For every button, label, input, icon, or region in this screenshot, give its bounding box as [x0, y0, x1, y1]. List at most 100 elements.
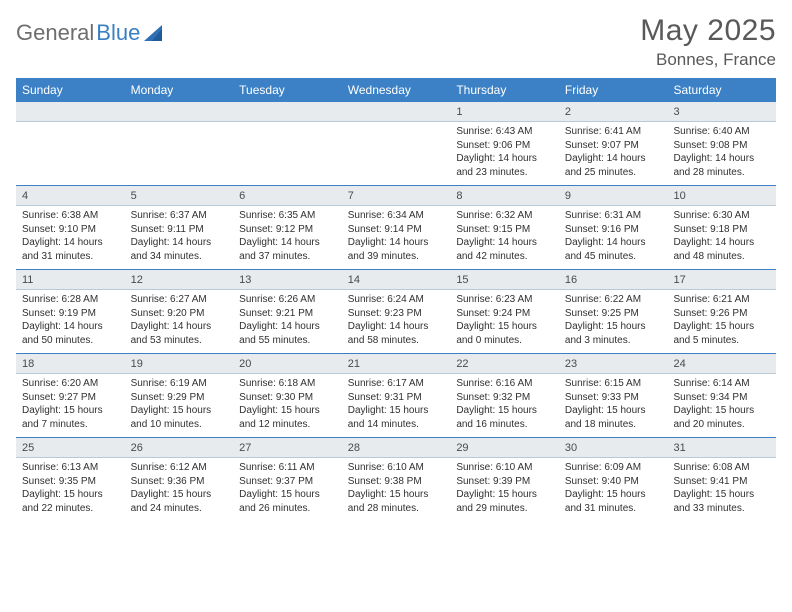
location-label: Bonnes, France	[640, 50, 776, 70]
day-cell: Sunrise: 6:41 AMSunset: 9:07 PMDaylight:…	[559, 122, 668, 185]
day-daylight2: and 28 minutes.	[348, 502, 445, 516]
day-daylight2: and 50 minutes.	[22, 334, 119, 348]
day-sunset: Sunset: 9:19 PM	[22, 307, 119, 321]
date-number: 1	[450, 102, 559, 121]
date-number: 15	[450, 270, 559, 289]
day-cell: Sunrise: 6:18 AMSunset: 9:30 PMDaylight:…	[233, 374, 342, 437]
date-number: 7	[342, 186, 451, 205]
day-daylight1: Daylight: 14 hours	[239, 236, 336, 250]
date-number: 24	[667, 354, 776, 373]
date-number: 12	[125, 270, 234, 289]
day-cell: Sunrise: 6:10 AMSunset: 9:39 PMDaylight:…	[450, 458, 559, 521]
day-cell: Sunrise: 6:14 AMSunset: 9:34 PMDaylight:…	[667, 374, 776, 437]
day-cell: Sunrise: 6:19 AMSunset: 9:29 PMDaylight:…	[125, 374, 234, 437]
day-daylight2: and 12 minutes.	[239, 418, 336, 432]
day-daylight1: Daylight: 15 hours	[456, 320, 553, 334]
dow-wednesday: Wednesday	[342, 78, 451, 102]
day-daylight1: Daylight: 15 hours	[348, 404, 445, 418]
day-daylight1: Daylight: 15 hours	[673, 320, 770, 334]
date-number	[16, 102, 125, 121]
date-number: 3	[667, 102, 776, 121]
date-number: 11	[16, 270, 125, 289]
day-cell: Sunrise: 6:30 AMSunset: 9:18 PMDaylight:…	[667, 206, 776, 269]
day-daylight2: and 45 minutes.	[565, 250, 662, 264]
date-number: 10	[667, 186, 776, 205]
day-sunrise: Sunrise: 6:10 AM	[348, 461, 445, 475]
day-cell: Sunrise: 6:32 AMSunset: 9:15 PMDaylight:…	[450, 206, 559, 269]
day-daylight1: Daylight: 14 hours	[239, 320, 336, 334]
day-daylight1: Daylight: 14 hours	[456, 152, 553, 166]
date-number: 4	[16, 186, 125, 205]
dow-monday: Monday	[125, 78, 234, 102]
day-sunset: Sunset: 9:07 PM	[565, 139, 662, 153]
day-daylight1: Daylight: 15 hours	[565, 404, 662, 418]
date-number: 23	[559, 354, 668, 373]
date-number: 29	[450, 438, 559, 457]
week-content-row: Sunrise: 6:38 AMSunset: 9:10 PMDaylight:…	[16, 206, 776, 270]
date-number	[342, 102, 451, 121]
day-sunrise: Sunrise: 6:27 AM	[131, 293, 228, 307]
day-sunset: Sunset: 9:34 PM	[673, 391, 770, 405]
brand-logo: General Blue	[16, 14, 166, 46]
day-daylight2: and 14 minutes.	[348, 418, 445, 432]
day-sunset: Sunset: 9:10 PM	[22, 223, 119, 237]
day-sunrise: Sunrise: 6:12 AM	[131, 461, 228, 475]
day-cell: Sunrise: 6:08 AMSunset: 9:41 PMDaylight:…	[667, 458, 776, 521]
day-sunrise: Sunrise: 6:21 AM	[673, 293, 770, 307]
day-daylight2: and 16 minutes.	[456, 418, 553, 432]
day-sunrise: Sunrise: 6:08 AM	[673, 461, 770, 475]
brand-word-blue: Blue	[96, 20, 140, 46]
date-number: 14	[342, 270, 451, 289]
day-daylight2: and 53 minutes.	[131, 334, 228, 348]
day-cell	[16, 122, 125, 185]
day-daylight2: and 7 minutes.	[22, 418, 119, 432]
day-daylight1: Daylight: 15 hours	[565, 320, 662, 334]
day-sunrise: Sunrise: 6:16 AM	[456, 377, 553, 391]
header: General Blue May 2025 Bonnes, France	[16, 14, 776, 70]
day-daylight2: and 34 minutes.	[131, 250, 228, 264]
day-sunrise: Sunrise: 6:11 AM	[239, 461, 336, 475]
day-sunset: Sunset: 9:35 PM	[22, 475, 119, 489]
day-sunrise: Sunrise: 6:14 AM	[673, 377, 770, 391]
date-number: 31	[667, 438, 776, 457]
date-number-row: 11121314151617	[16, 270, 776, 290]
day-sunrise: Sunrise: 6:20 AM	[22, 377, 119, 391]
date-number: 2	[559, 102, 668, 121]
weeks-container: 123Sunrise: 6:43 AMSunset: 9:06 PMDaylig…	[16, 102, 776, 521]
day-cell: Sunrise: 6:09 AMSunset: 9:40 PMDaylight:…	[559, 458, 668, 521]
day-cell: Sunrise: 6:38 AMSunset: 9:10 PMDaylight:…	[16, 206, 125, 269]
day-sunset: Sunset: 9:29 PM	[131, 391, 228, 405]
day-daylight1: Daylight: 14 hours	[131, 320, 228, 334]
day-daylight1: Daylight: 14 hours	[673, 152, 770, 166]
day-cell: Sunrise: 6:31 AMSunset: 9:16 PMDaylight:…	[559, 206, 668, 269]
day-sunset: Sunset: 9:30 PM	[239, 391, 336, 405]
day-daylight2: and 55 minutes.	[239, 334, 336, 348]
date-number: 26	[125, 438, 234, 457]
day-daylight2: and 48 minutes.	[673, 250, 770, 264]
day-sunrise: Sunrise: 6:41 AM	[565, 125, 662, 139]
day-sunrise: Sunrise: 6:43 AM	[456, 125, 553, 139]
day-sunset: Sunset: 9:18 PM	[673, 223, 770, 237]
day-sunrise: Sunrise: 6:19 AM	[131, 377, 228, 391]
day-sunset: Sunset: 9:21 PM	[239, 307, 336, 321]
dow-tuesday: Tuesday	[233, 78, 342, 102]
date-number	[233, 102, 342, 121]
day-sunrise: Sunrise: 6:22 AM	[565, 293, 662, 307]
day-daylight2: and 10 minutes.	[131, 418, 228, 432]
day-sunrise: Sunrise: 6:30 AM	[673, 209, 770, 223]
day-cell: Sunrise: 6:11 AMSunset: 9:37 PMDaylight:…	[233, 458, 342, 521]
date-number	[125, 102, 234, 121]
day-daylight2: and 37 minutes.	[239, 250, 336, 264]
day-sunset: Sunset: 9:23 PM	[348, 307, 445, 321]
day-sunset: Sunset: 9:20 PM	[131, 307, 228, 321]
day-daylight1: Daylight: 15 hours	[22, 404, 119, 418]
calendar-grid: Sunday Monday Tuesday Wednesday Thursday…	[16, 78, 776, 521]
day-sunset: Sunset: 9:26 PM	[673, 307, 770, 321]
day-daylight1: Daylight: 15 hours	[239, 404, 336, 418]
day-daylight1: Daylight: 15 hours	[456, 404, 553, 418]
day-cell: Sunrise: 6:43 AMSunset: 9:06 PMDaylight:…	[450, 122, 559, 185]
day-daylight1: Daylight: 15 hours	[348, 488, 445, 502]
date-number: 20	[233, 354, 342, 373]
day-sunset: Sunset: 9:32 PM	[456, 391, 553, 405]
date-number: 30	[559, 438, 668, 457]
